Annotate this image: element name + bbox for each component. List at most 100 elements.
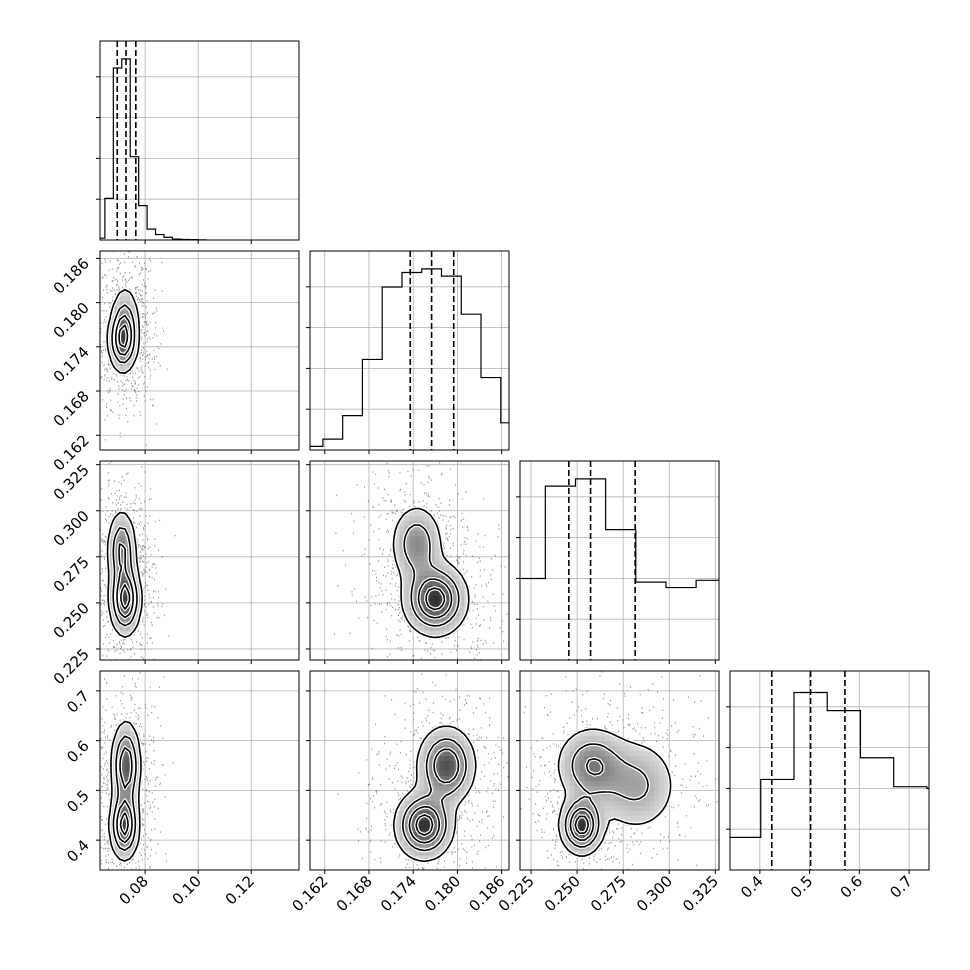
density-cell bbox=[594, 775, 601, 781]
density-cell bbox=[599, 750, 606, 757]
density-cell bbox=[449, 625, 455, 631]
density-cell bbox=[124, 520, 131, 527]
density-cell bbox=[439, 610, 445, 616]
density-cell bbox=[124, 630, 131, 636]
density-cell bbox=[119, 760, 126, 767]
density-cell bbox=[459, 790, 465, 796]
y-tick-label: 0.5 bbox=[63, 787, 93, 817]
density-cell bbox=[434, 610, 440, 616]
density-cell bbox=[124, 310, 131, 317]
density-cell bbox=[429, 800, 435, 806]
density-cell bbox=[424, 625, 430, 631]
density-cell bbox=[624, 785, 630, 791]
density-cell bbox=[124, 360, 131, 366]
density-cell bbox=[409, 540, 415, 547]
density-cell bbox=[439, 740, 445, 747]
density-cell bbox=[584, 840, 591, 846]
density-cell bbox=[594, 765, 601, 771]
density-cell bbox=[424, 745, 430, 752]
density-cell bbox=[604, 810, 611, 816]
density-cell bbox=[429, 555, 435, 561]
density-cell bbox=[439, 840, 445, 846]
density-cell bbox=[579, 770, 586, 776]
density-cell bbox=[599, 730, 606, 737]
density-cell bbox=[594, 750, 601, 757]
density-cell bbox=[589, 845, 596, 851]
density-cell bbox=[609, 735, 616, 742]
density-cell bbox=[129, 355, 136, 361]
density-cell bbox=[579, 835, 586, 841]
density-cell bbox=[399, 835, 406, 841]
density-cell bbox=[129, 305, 136, 312]
density-cell bbox=[449, 740, 455, 747]
density-cell bbox=[449, 820, 455, 826]
density-cell bbox=[129, 845, 136, 851]
density-cell bbox=[119, 805, 126, 811]
density-cell bbox=[134, 580, 141, 586]
density-cell bbox=[409, 610, 415, 616]
density-cell bbox=[114, 805, 121, 811]
density-cell bbox=[589, 795, 596, 801]
density-cell bbox=[404, 560, 410, 566]
density-cell bbox=[639, 745, 645, 752]
density-cell bbox=[644, 760, 650, 767]
density-cell bbox=[579, 775, 586, 781]
density-cell bbox=[434, 595, 440, 601]
panel-frame bbox=[309, 460, 510, 661]
density-cell bbox=[439, 555, 445, 561]
density-cell bbox=[404, 575, 410, 581]
density-cell bbox=[439, 845, 445, 851]
histogram-step bbox=[310, 268, 509, 447]
density-cell bbox=[604, 780, 611, 786]
density-cell bbox=[574, 770, 581, 776]
density-cell bbox=[559, 815, 566, 821]
density-cell bbox=[444, 580, 450, 586]
density-cell bbox=[414, 515, 420, 522]
density-cell bbox=[404, 535, 410, 542]
density-cell bbox=[414, 540, 420, 547]
density-cell bbox=[444, 770, 450, 776]
density-cell bbox=[439, 775, 445, 781]
density-cell bbox=[599, 795, 606, 801]
density-cell bbox=[404, 845, 410, 851]
density-cell bbox=[559, 825, 566, 831]
y-tick-label: 0.168 bbox=[50, 387, 93, 430]
density-cell bbox=[119, 550, 126, 557]
density-cell bbox=[119, 625, 126, 631]
density-cell bbox=[579, 760, 586, 767]
density-cell bbox=[439, 830, 445, 836]
density-cell bbox=[614, 775, 620, 781]
density-cell bbox=[659, 780, 665, 786]
density-cell bbox=[624, 765, 630, 771]
density-cell bbox=[119, 335, 126, 342]
density-cell bbox=[414, 575, 420, 581]
density-cell bbox=[444, 725, 450, 732]
density-cell bbox=[439, 810, 445, 816]
density-cell bbox=[409, 805, 415, 811]
density-cell bbox=[414, 510, 420, 517]
density-cell bbox=[119, 340, 126, 347]
density-cell bbox=[594, 760, 601, 767]
density-cell bbox=[614, 750, 620, 757]
density-cell bbox=[604, 800, 611, 806]
density-cell bbox=[399, 555, 406, 561]
density-cell bbox=[399, 525, 406, 532]
density-cell bbox=[629, 770, 635, 776]
density-cell bbox=[119, 560, 126, 566]
density-cell bbox=[624, 810, 630, 816]
density-cell bbox=[444, 595, 450, 601]
density-cell bbox=[439, 755, 445, 762]
density-cell bbox=[109, 355, 116, 361]
density-cell bbox=[424, 825, 430, 831]
density-cell bbox=[439, 625, 445, 631]
density-cell bbox=[419, 600, 425, 606]
density-cell bbox=[584, 770, 591, 776]
density-cell bbox=[559, 760, 566, 767]
density-cell bbox=[624, 780, 630, 786]
density-cell bbox=[129, 620, 136, 626]
y-tick-label: 0.180 bbox=[50, 299, 93, 342]
density-cell bbox=[634, 805, 640, 811]
density-cell bbox=[594, 800, 601, 806]
y-tick-label: 0.250 bbox=[50, 599, 93, 642]
density-cell bbox=[589, 765, 596, 771]
